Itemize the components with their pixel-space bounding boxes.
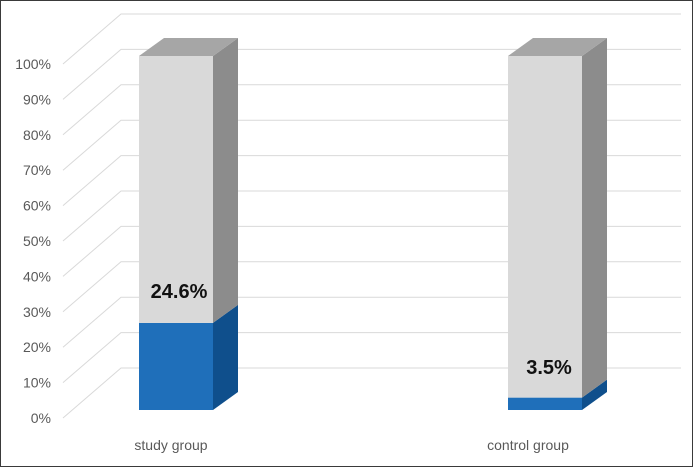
gridline — [62, 225, 681, 277]
gridline — [62, 190, 681, 242]
category-label: control group — [487, 437, 569, 453]
bar-side — [582, 38, 607, 398]
bar-side — [213, 304, 238, 410]
y-tick-label: 100% — [15, 56, 51, 72]
bar-front — [139, 56, 213, 323]
bar-side — [582, 379, 607, 410]
bar-front — [508, 56, 582, 398]
gridlines — [62, 13, 681, 419]
data-labels: 24.6% 3.5% — [151, 281, 572, 379]
gridline — [62, 48, 681, 100]
gridline — [62, 332, 681, 383]
gridline — [62, 296, 681, 348]
y-tick-label: 80% — [23, 127, 51, 143]
y-tick-label: 10% — [23, 375, 51, 391]
data-label: 3.5% — [526, 357, 572, 379]
y-tick-label: 90% — [23, 91, 51, 107]
y-tick-label: 30% — [23, 304, 51, 320]
gridline — [62, 119, 681, 171]
bar-top — [139, 38, 238, 56]
y-tick-label: 70% — [23, 162, 51, 178]
bar-front — [508, 397, 582, 410]
bar-segment — [139, 304, 238, 410]
y-tick-label: 40% — [23, 268, 51, 284]
category-labels: study group control group — [134, 437, 569, 453]
category-label: study group — [134, 437, 207, 453]
y-axis-ticks: 0% 10% 20% 30% 40% 50% 60% 70% 80% 90% 100% — [15, 56, 51, 426]
bar-top — [508, 38, 607, 56]
y-tick-label: 20% — [23, 339, 51, 355]
gridline — [62, 13, 681, 65]
gridline — [62, 155, 681, 206]
bar-segment — [508, 38, 607, 398]
bar-segment — [508, 379, 607, 410]
data-label: 24.6% — [151, 281, 208, 303]
bar-front — [139, 322, 213, 410]
bar-segment — [139, 38, 238, 323]
y-tick-label: 60% — [23, 198, 51, 214]
gridline — [62, 84, 681, 136]
bar-side — [213, 38, 238, 323]
bars — [139, 38, 607, 410]
gridline — [62, 261, 681, 313]
gridline — [62, 367, 681, 419]
y-tick-label: 50% — [23, 233, 51, 249]
y-tick-label: 0% — [31, 410, 51, 426]
